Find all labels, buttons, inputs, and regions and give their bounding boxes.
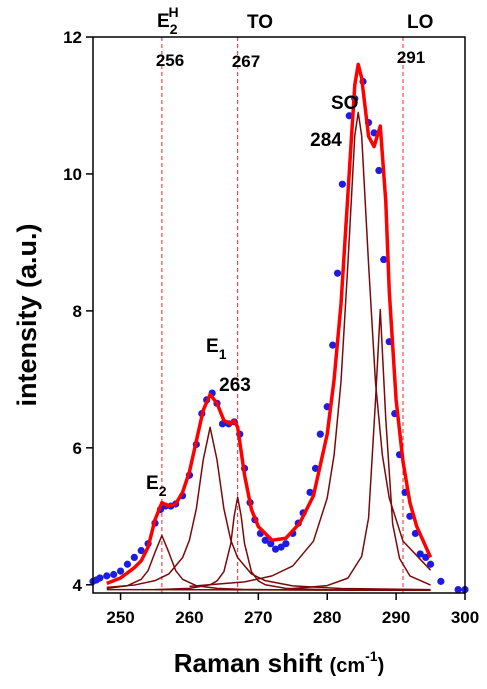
data-point <box>110 570 118 579</box>
data-point <box>261 536 269 544</box>
data-point <box>306 488 314 496</box>
peak-curve <box>106 426 431 591</box>
data-point <box>437 577 445 585</box>
peak-label: TO <box>247 12 273 33</box>
peak-symbol: E <box>146 473 159 494</box>
data-point <box>282 540 290 548</box>
peak-symbol: E <box>157 11 170 32</box>
peak-superscript: H <box>168 4 178 20</box>
data-point <box>123 560 132 568</box>
peak-curve <box>154 496 431 592</box>
data-point <box>422 553 430 561</box>
x-tick-label: 250 <box>106 608 134 627</box>
peak-curve <box>292 308 431 590</box>
y-tick-label: 4 <box>73 576 83 595</box>
peak-label: E2H <box>157 4 179 37</box>
data-point <box>333 269 342 277</box>
data-point <box>116 567 125 575</box>
y-tick-label: 6 <box>73 439 82 458</box>
peak-curve <box>106 534 431 592</box>
x-axis-unit-end: ) <box>378 655 385 677</box>
data-point <box>316 430 324 438</box>
peak-symbol: LO <box>407 12 433 33</box>
peak-curve <box>189 111 432 588</box>
peak-subscript: 1 <box>219 346 227 362</box>
data-point <box>137 546 145 555</box>
fit-curve <box>106 62 433 586</box>
data-point <box>311 464 320 472</box>
y-tick-label: 10 <box>63 165 82 184</box>
peak-position: 267 <box>232 52 260 71</box>
x-axis-unit: (cm <box>330 655 366 677</box>
y-tick-label: 12 <box>63 28 82 47</box>
data-point <box>338 180 346 188</box>
peak-position: 284 <box>310 130 342 151</box>
data-point <box>103 572 111 580</box>
peak-symbol: TO <box>247 12 273 33</box>
peak-position: 256 <box>156 51 184 70</box>
data-point <box>130 553 138 561</box>
data-point <box>426 560 435 568</box>
x-tick-label: 260 <box>175 608 203 627</box>
x-tick-label: 270 <box>244 608 272 627</box>
data-point <box>380 255 388 264</box>
x-axis-title-text: Raman shift <box>174 648 323 678</box>
data-point <box>96 574 104 582</box>
plot-frame <box>92 36 466 594</box>
peak-symbol: E <box>206 336 219 357</box>
data-point <box>375 166 383 175</box>
data-point <box>416 550 424 558</box>
peak-label: SO <box>331 93 358 114</box>
peak-label: E2 <box>146 473 167 499</box>
peak-symbol: SO <box>331 93 358 114</box>
data-point <box>271 545 280 553</box>
x-axis-title: Raman shift (cm-1) <box>174 648 385 678</box>
data-point <box>329 341 337 349</box>
data-point <box>454 585 462 594</box>
x-tick-label: 300 <box>451 608 479 627</box>
y-axis-title: intensity (a.u.) <box>12 223 42 406</box>
peak-position: 263 <box>219 375 251 396</box>
y-tick-label: 8 <box>73 302 82 321</box>
peak-label: LO <box>407 12 433 33</box>
x-tick-label: 290 <box>382 608 410 627</box>
peak-subscript: 2 <box>170 21 178 37</box>
peak-label: E1 <box>206 336 227 362</box>
x-tick-label: 280 <box>313 608 341 627</box>
x-axis-unit-exp: -1 <box>365 648 378 664</box>
peak-position: 291 <box>397 48 425 67</box>
peak-subscript: 2 <box>159 483 167 499</box>
